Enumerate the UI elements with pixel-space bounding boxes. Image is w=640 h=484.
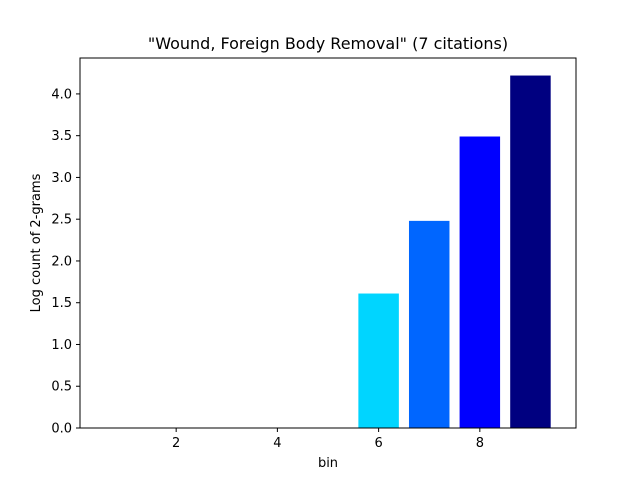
x-tick-label: 2 — [172, 436, 180, 451]
y-tick-label: 2.5 — [51, 213, 72, 228]
y-tick-label: 3.0 — [51, 171, 72, 186]
x-axis: 2 4 6 8 — [172, 428, 484, 451]
x-tick-label: 4 — [273, 436, 281, 451]
y-tick-label: 0.5 — [51, 380, 72, 395]
bar-9 — [510, 75, 551, 428]
bar-8 — [459, 136, 501, 428]
y-tick-label: 4.0 — [51, 87, 72, 102]
y-tick-label: 0.0 — [51, 422, 72, 437]
bars-layer — [358, 75, 551, 428]
y-tick-label: 3.5 — [51, 129, 72, 144]
plot-area-frame — [79, 57, 577, 429]
y-tick-label: 1.5 — [51, 296, 72, 311]
y-tick-label: 2.0 — [51, 254, 72, 269]
chart-title: "Wound, Foreign Body Removal" (7 citatio… — [148, 34, 508, 53]
x-tick-label: 6 — [374, 436, 382, 451]
y-axis-label: Log count of 2-grams — [29, 173, 44, 312]
x-axis-label: bin — [318, 456, 338, 471]
x-tick-label: 8 — [476, 436, 484, 451]
bar-6 — [358, 293, 399, 428]
y-tick-label: 1.0 — [51, 338, 72, 353]
bar-7 — [408, 220, 450, 428]
y-axis: 0.0 0.5 1.0 1.5 2.0 2.5 3.0 3.5 4.0 — [51, 87, 80, 437]
